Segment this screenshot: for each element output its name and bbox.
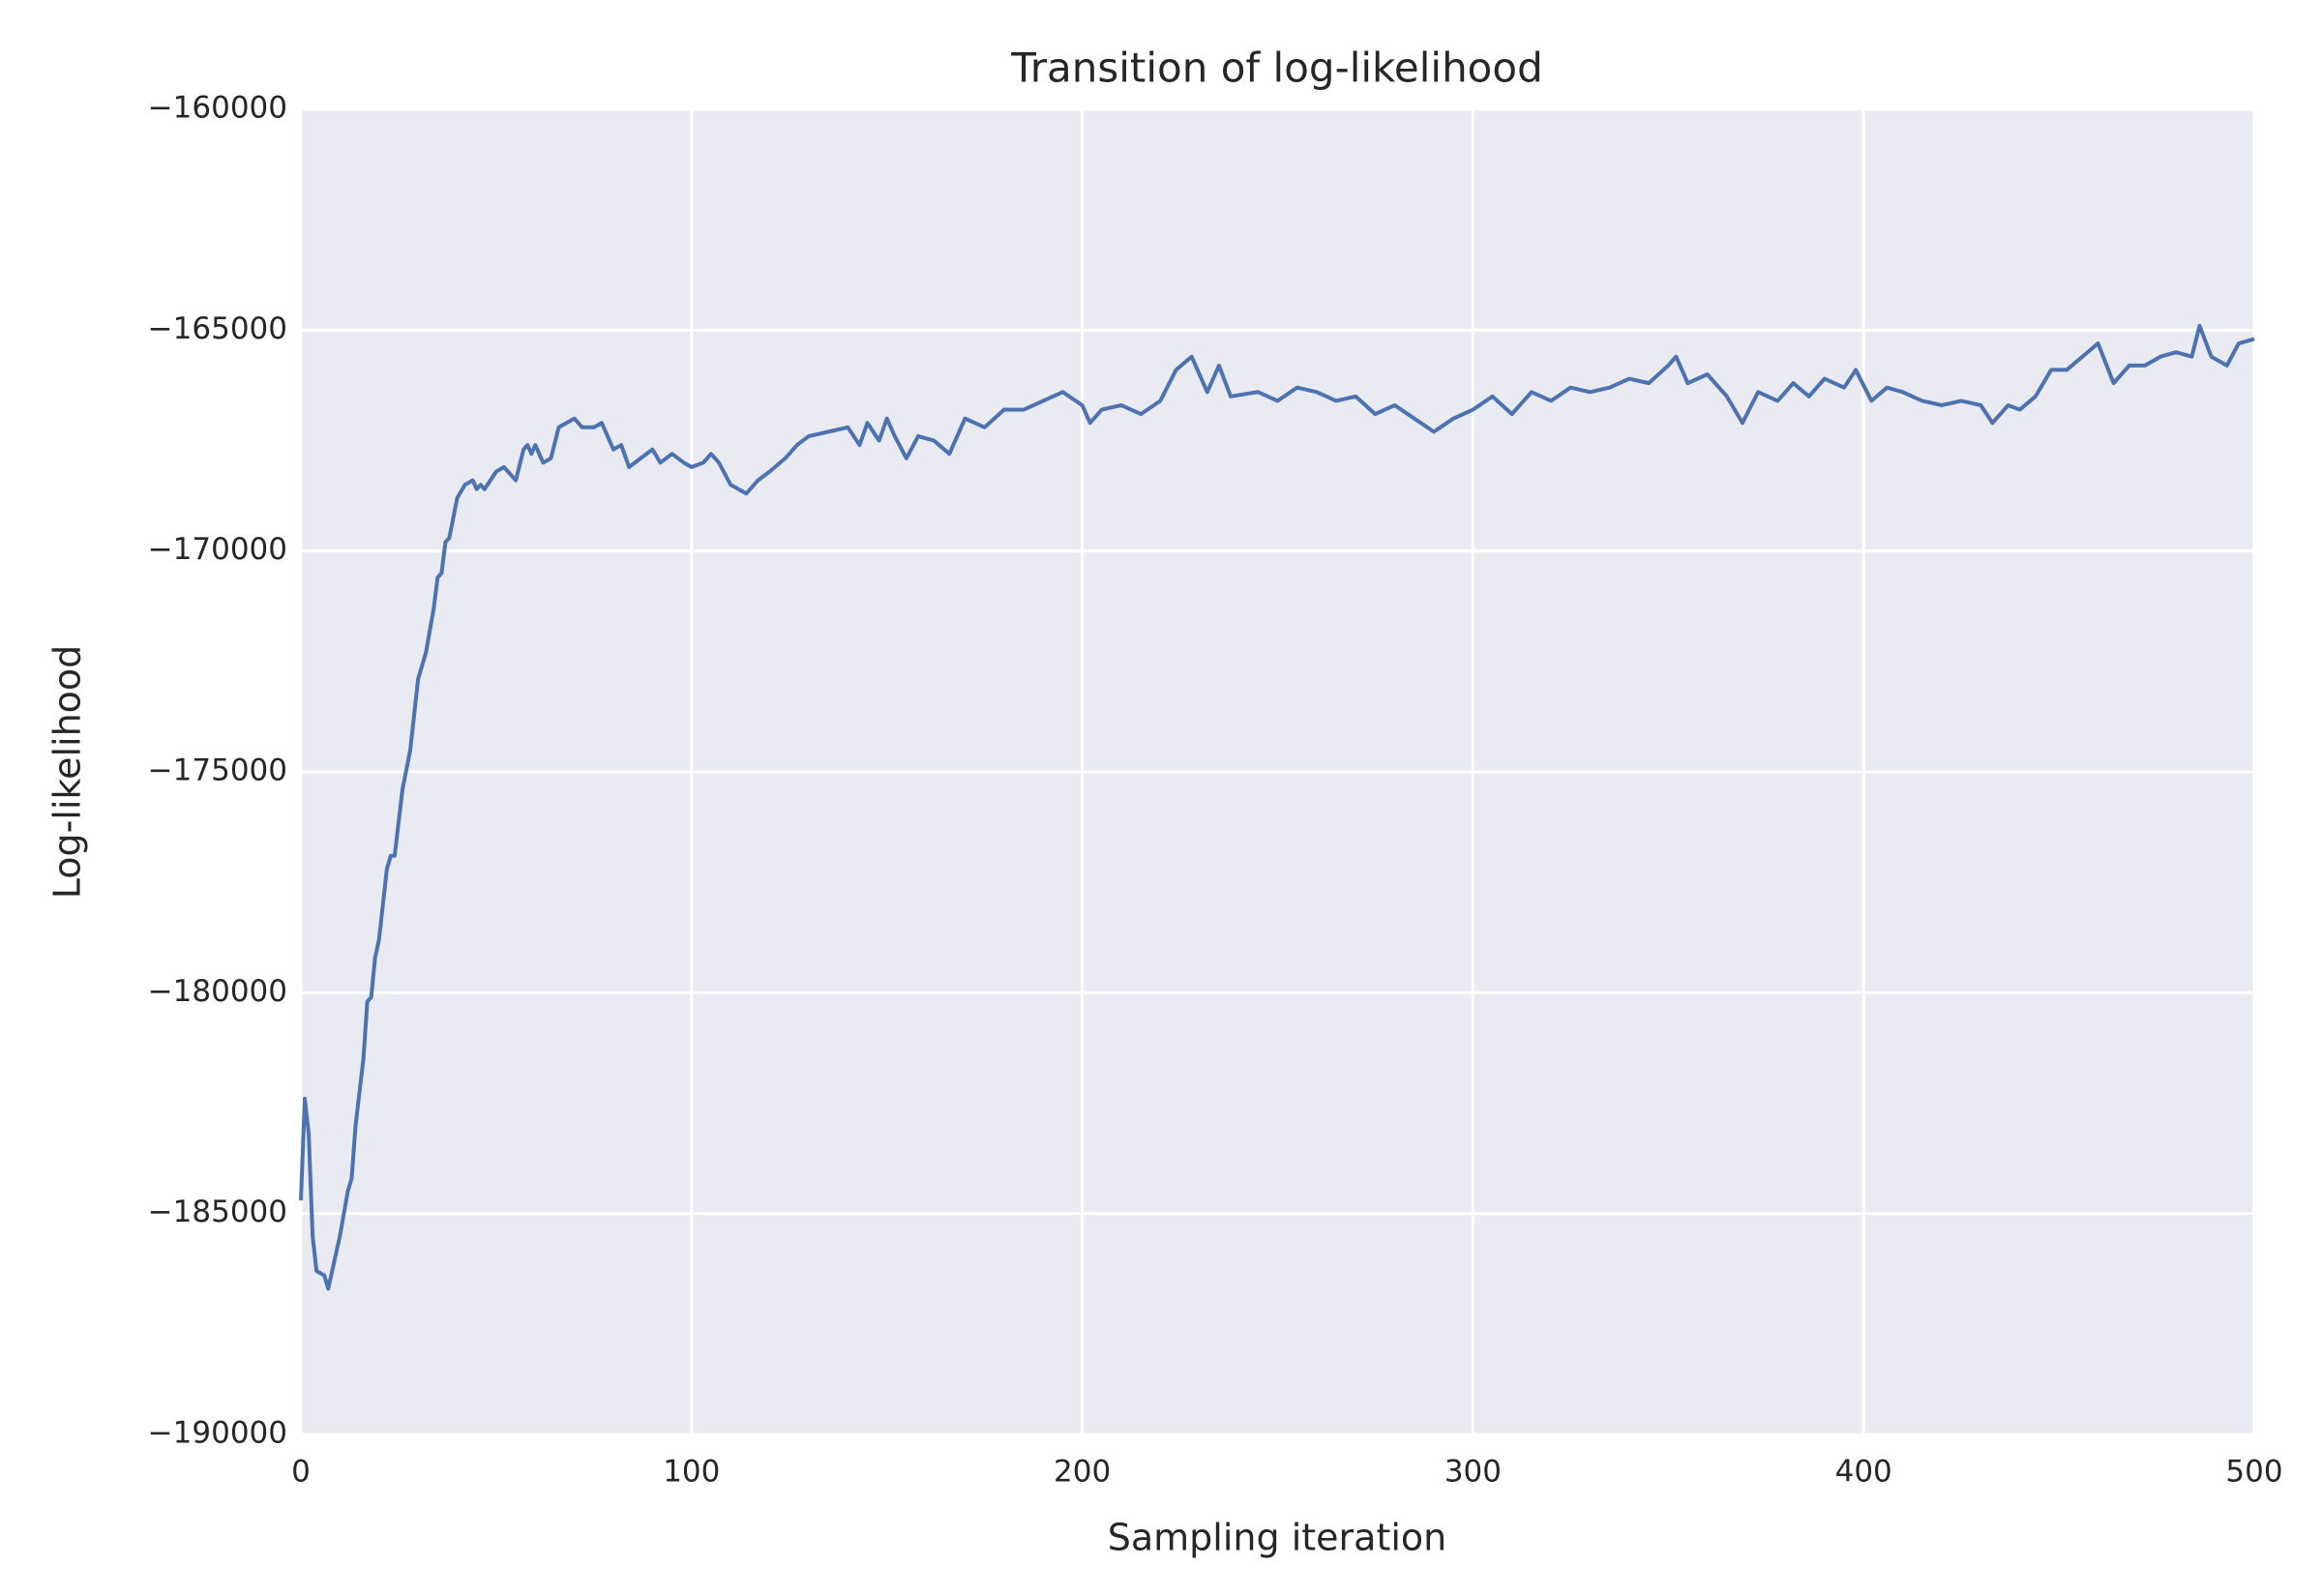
x-tick-label: 100 [663,1455,720,1490]
x-tick-label: 300 [1444,1455,1502,1490]
y-axis-label: Log-likelihood [46,645,89,900]
y-tick-label: −185000 [148,1195,287,1229]
x-axis-label: Sampling iteration [1108,1517,1446,1559]
y-tick-label: −170000 [148,532,287,567]
data-line [299,323,2255,1291]
y-tick-label: −190000 [148,1416,287,1451]
x-tick-label: 400 [1835,1455,1892,1490]
chart-title: Transition of log-likelihood [1010,44,1543,92]
x-tick-label: 500 [2225,1455,2282,1490]
y-tick-label: −160000 [148,91,287,126]
y-tick-label: −175000 [148,754,287,788]
y-tick-label: −180000 [148,974,287,1009]
x-tick-label: 0 [291,1455,311,1490]
x-tick-label: 200 [1054,1455,1111,1490]
y-tick-label: −165000 [148,311,287,346]
